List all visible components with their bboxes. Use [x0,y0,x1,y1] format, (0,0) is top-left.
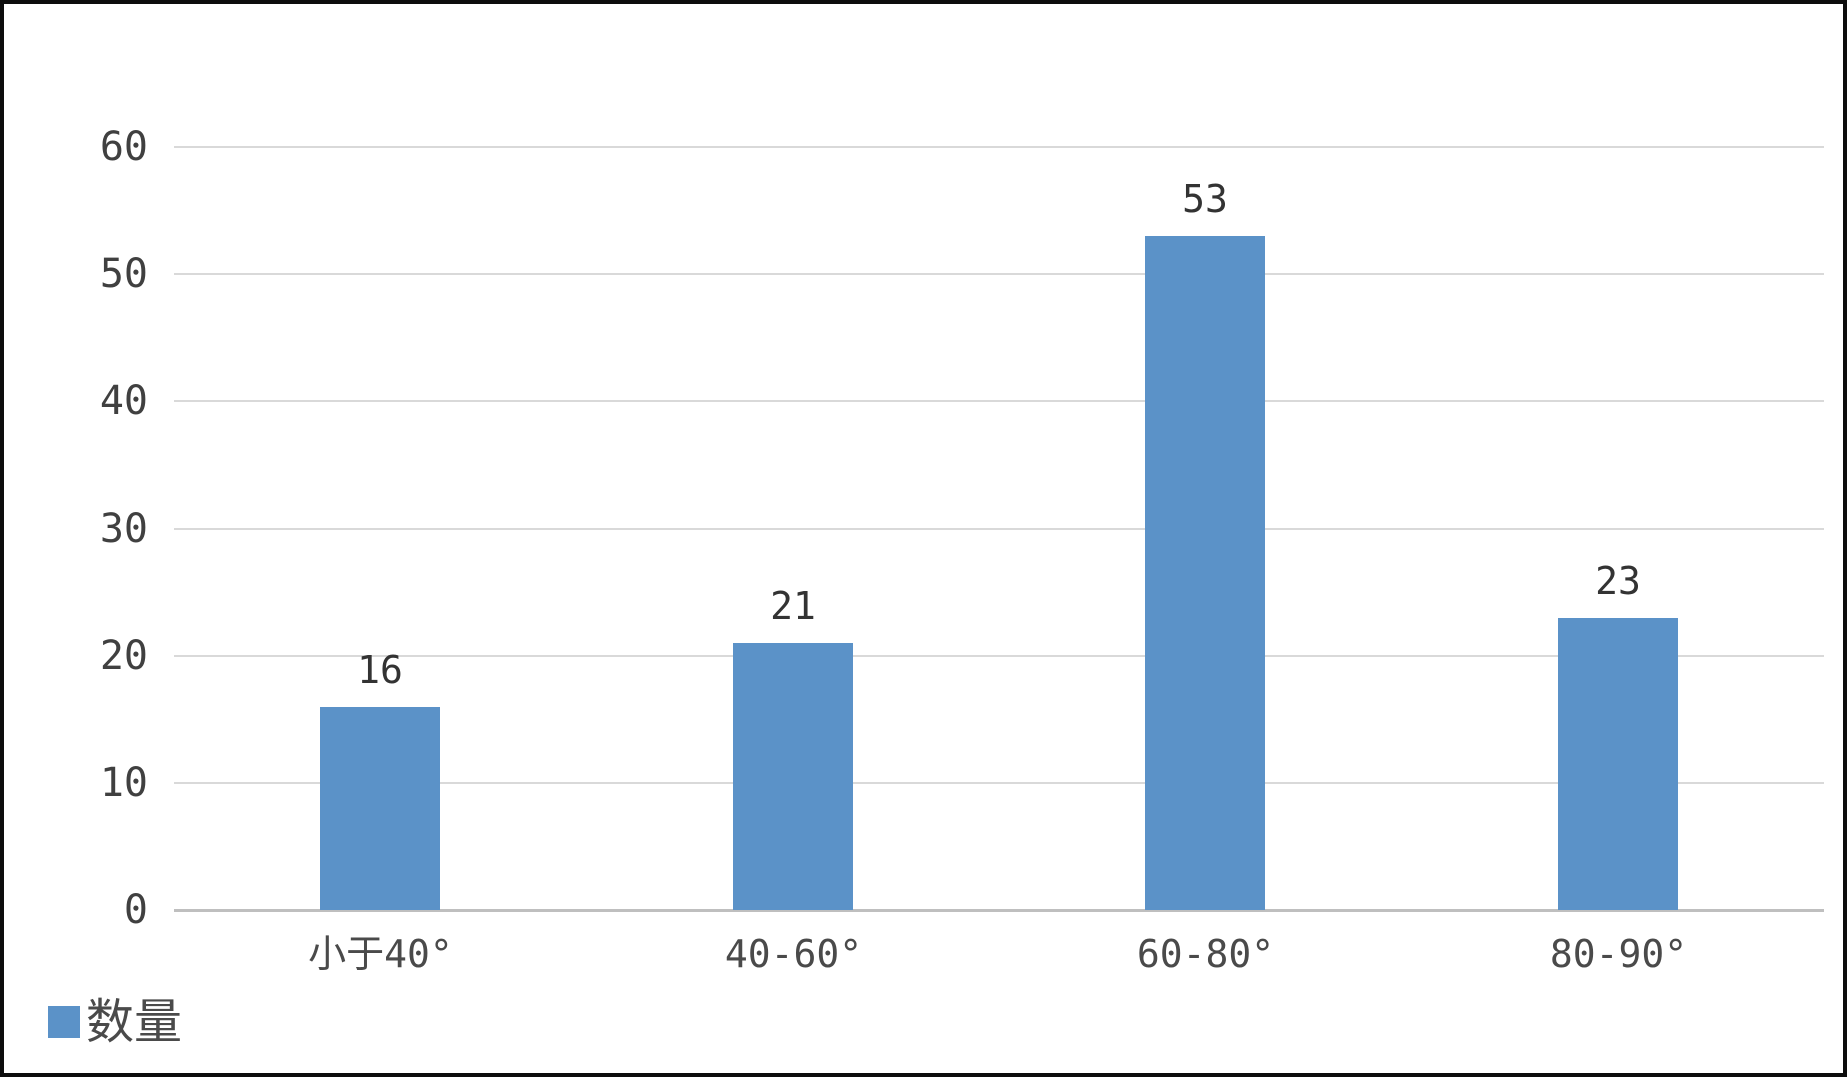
bar-1 [320,707,440,910]
x-axis-line [174,909,1824,912]
gridline-10 [174,782,1824,784]
gridline-40 [174,400,1824,402]
y-tick-label-30: 30 [99,506,148,552]
x-tick-label-4: 80-90° [1549,932,1688,976]
data-label-1: 16 [357,648,403,692]
y-tick-label-50: 50 [99,251,148,297]
gridline-60 [174,146,1824,148]
y-tick-label-60: 60 [99,124,148,170]
y-tick-label-0: 0 [123,887,148,933]
x-tick-label-3: 60-80° [1136,932,1275,976]
legend-label: 数量 [86,994,183,1050]
x-tick-label-2: 40-60° [724,932,863,976]
y-tick-label-10: 10 [99,760,148,806]
data-label-2: 21 [770,584,816,628]
bar-2 [733,643,853,910]
gridline-20 [174,655,1824,657]
y-tick-label-40: 40 [99,378,148,424]
x-tick-label-1: 小于40° [308,932,453,976]
data-label-3: 53 [1182,177,1228,221]
bar-3 [1145,236,1265,910]
legend: 数量 [48,996,182,1048]
bar-4 [1558,618,1678,910]
gridline-30 [174,528,1824,530]
y-tick-label-20: 20 [99,633,148,679]
legend-swatch-icon [48,1006,80,1038]
gridline-50 [174,273,1824,275]
data-label-4: 23 [1595,559,1641,603]
